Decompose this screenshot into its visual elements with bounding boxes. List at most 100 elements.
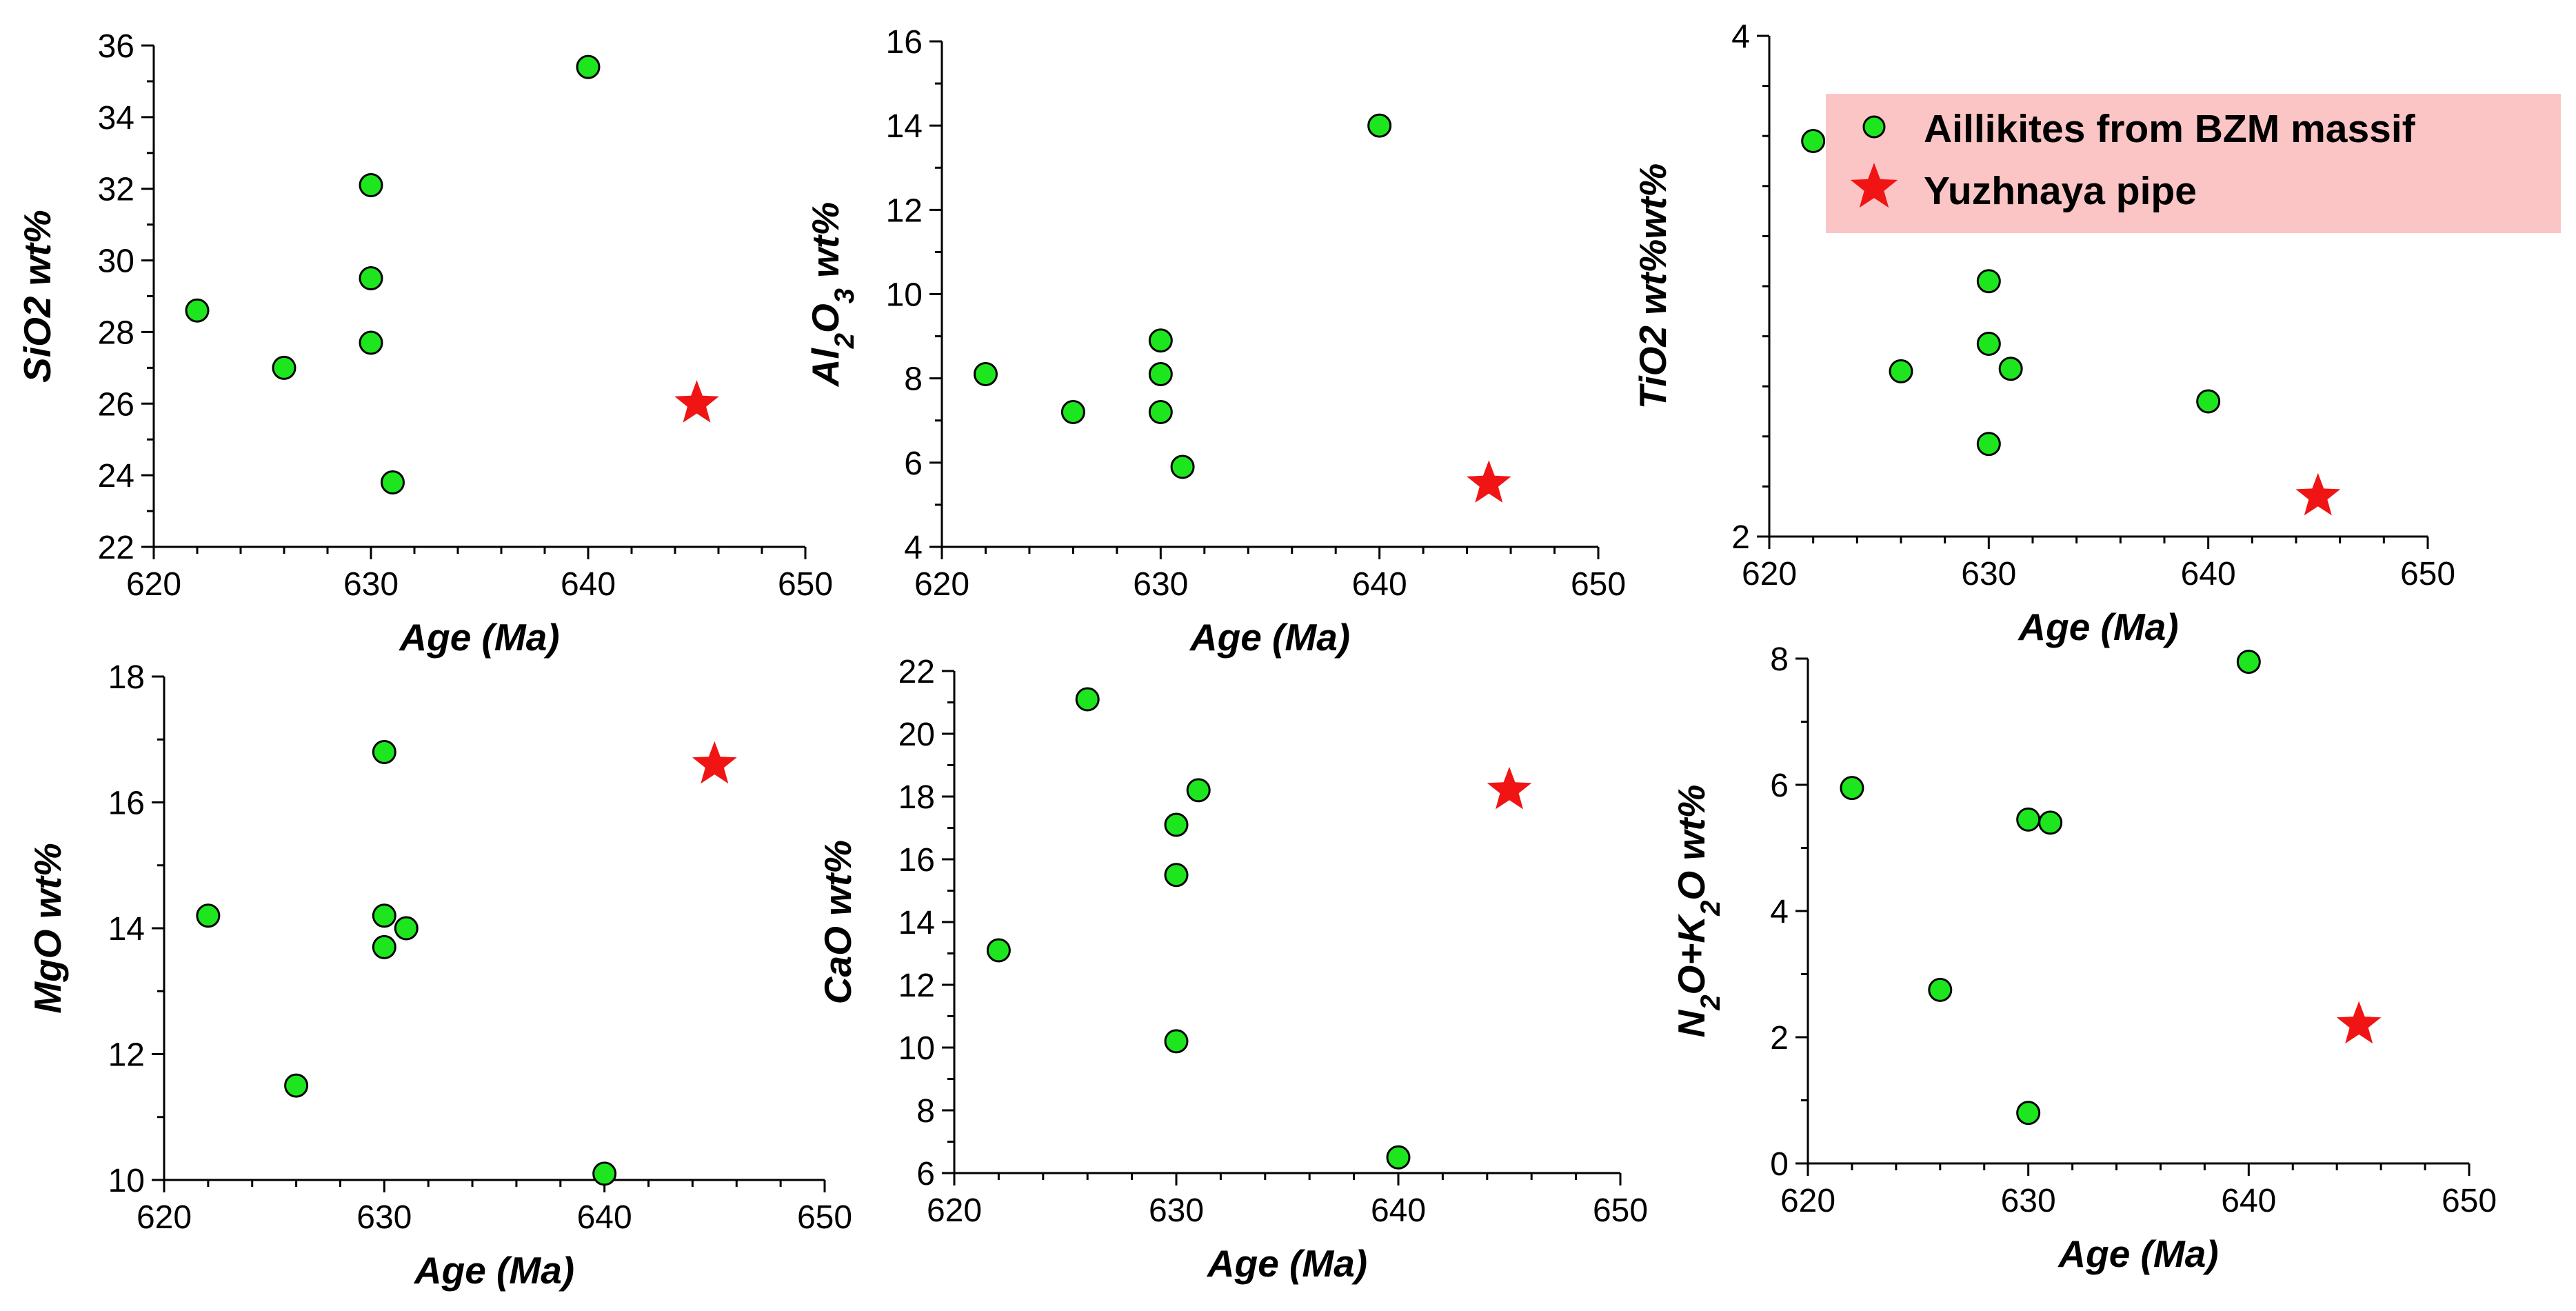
y-tick-label: 20 (898, 717, 935, 753)
y-tick-label: 12 (898, 968, 935, 1004)
legend-label-yuzhnaya: Yuzhnaya pipe (1924, 169, 2197, 213)
data-point-circle (359, 173, 383, 198)
data-point-circle (1075, 687, 1100, 712)
data-point-circle (1367, 113, 1392, 138)
y-axis-label: SiO2 wt% (16, 210, 59, 383)
x-tick-label: 650 (1571, 566, 1626, 603)
data-point-circle (1148, 400, 1173, 425)
data-point-star (1487, 766, 1532, 810)
y-tick-label: 32 (98, 172, 134, 208)
data-point-circle (359, 266, 383, 291)
x-axis-label: Age (Ma) (413, 1249, 574, 1292)
x-tick-label: 650 (778, 566, 833, 603)
x-tick-label: 620 (1742, 556, 1797, 592)
y-tick-label: 24 (98, 458, 134, 494)
y-tick-label: 6 (916, 1156, 935, 1192)
data-point-circle (185, 298, 210, 323)
x-axis-label: Age (Ma) (2057, 1232, 2218, 1275)
y-tick-label: 8 (1770, 641, 1789, 678)
data-point-star (1467, 460, 1511, 503)
data-point-circle (1148, 362, 1173, 387)
y-tick-label: 0 (1770, 1146, 1789, 1183)
y-tick-label: 10 (898, 1030, 935, 1067)
legend-item-aillikites: Aillikites from BZM massif (1862, 107, 2416, 151)
y-tick-label: 16 (108, 785, 145, 822)
x-tick-label: 620 (137, 1199, 192, 1236)
y-tick-label: 2 (1770, 1020, 1789, 1057)
y-tick-label: 8 (916, 1093, 935, 1130)
data-point-star (2336, 1001, 2382, 1044)
x-tick-label: 620 (914, 566, 969, 603)
y-tick-label: 10 (108, 1163, 145, 1199)
legend-item-yuzhnaya: Yuzhnaya pipe (1850, 163, 2197, 213)
y-tick-label: 4 (1770, 894, 1789, 930)
chart-sio2: 620 630 640 650 22 24 26 28 30 32 34 36 Age (Ma) SiO2… (16, 28, 833, 659)
y-tick-label: 30 (98, 243, 134, 280)
y-tick-label: 26 (98, 386, 134, 423)
x-tick-label: 640 (2221, 1183, 2276, 1219)
data-point-circle (1801, 128, 1826, 153)
y-tick-label: 14 (108, 911, 145, 948)
x-tick-label: 620 (927, 1192, 982, 1229)
x-axis-label: Age (Ma) (1206, 1242, 1367, 1285)
data-point-circle (272, 355, 296, 380)
x-tick-label: 650 (2442, 1183, 2497, 1219)
x-tick-label: 650 (797, 1199, 852, 1236)
y-tick-label: 16 (886, 24, 923, 61)
data-point-star (674, 380, 719, 423)
x-tick-label: 650 (1593, 1192, 1648, 1229)
y-tick-label: 16 (898, 842, 935, 879)
x-tick-label: 640 (1371, 1192, 1426, 1229)
x-tick-label: 630 (343, 566, 399, 603)
data-point-star (692, 741, 737, 784)
data-point-circle (2038, 810, 2063, 835)
y-tick-label: 22 (898, 654, 935, 690)
data-point-circle (1976, 269, 2001, 294)
data-point-circle (592, 1161, 617, 1186)
x-axis-label: Age (Ma) (1189, 616, 1350, 659)
legend-background (1826, 94, 2561, 233)
data-point-circle (2196, 389, 2221, 414)
data-point-circle (359, 330, 383, 355)
data-point-star (2295, 472, 2341, 516)
data-point-circle (1148, 328, 1173, 353)
y-tick-label: 28 (98, 314, 134, 351)
legend: Aillikites from BZM massif Yuzhnaya pipe (1826, 94, 2561, 233)
y-tick-label: 12 (108, 1037, 145, 1074)
x-tick-label: 640 (577, 1199, 632, 1236)
y-tick-label: 12 (886, 192, 923, 229)
data-point-circle (1164, 863, 1189, 888)
data-point-circle (2016, 1101, 2041, 1125)
y-tick-label: 36 (98, 28, 134, 65)
y-tick-label: 6 (904, 446, 923, 482)
x-tick-label: 630 (1133, 566, 1188, 603)
x-tick-label: 640 (2181, 556, 2236, 592)
data-point-circle (372, 934, 396, 959)
data-point-circle (973, 362, 998, 387)
data-point-circle (1186, 778, 1211, 803)
y-tick-label: 6 (1770, 768, 1789, 804)
data-point-circle (1060, 400, 1085, 425)
data-point-circle (1928, 977, 1953, 1002)
data-point-circle (1164, 812, 1189, 837)
data-point-circle (2236, 650, 2261, 674)
data-point-circle (986, 938, 1011, 963)
y-tick-label: 2 (1731, 519, 1750, 556)
y-axis-label: Al2O3 wt% (804, 202, 860, 388)
y-tick-label: 10 (886, 277, 923, 314)
y-tick-label: 22 (98, 530, 134, 566)
data-point-circle (576, 54, 601, 79)
x-tick-label: 650 (2400, 556, 2455, 592)
y-tick-label: 34 (98, 100, 134, 137)
x-tick-label: 640 (1352, 566, 1407, 603)
data-point-circle (394, 916, 419, 941)
y-tick-label: 18 (108, 659, 145, 696)
x-tick-label: 620 (1780, 1183, 1835, 1219)
data-point-circle (1976, 432, 2001, 457)
data-point-circle (1889, 359, 1913, 383)
data-point-circle (196, 903, 221, 928)
x-tick-label: 640 (561, 566, 616, 603)
data-point-circle (1164, 1029, 1189, 1054)
data-point-circle (372, 740, 396, 764)
